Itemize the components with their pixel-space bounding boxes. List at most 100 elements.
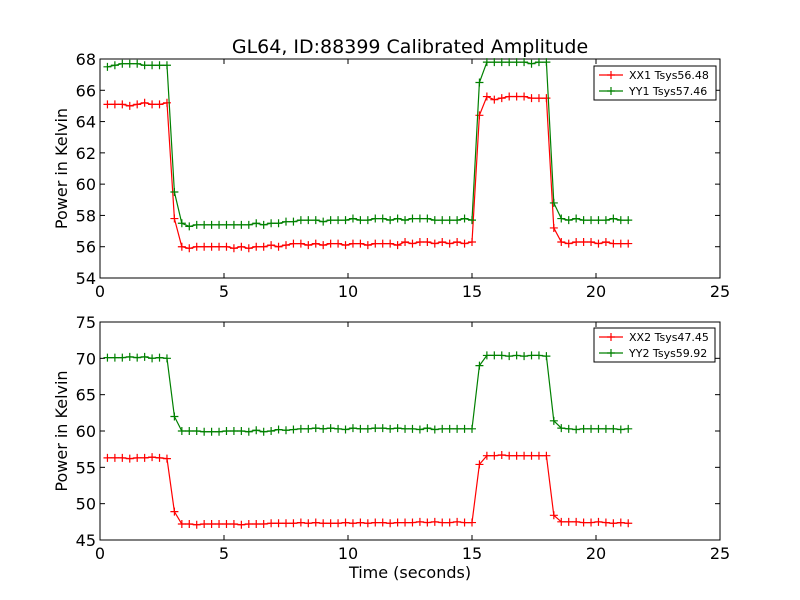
data-point xyxy=(140,453,149,462)
data-point xyxy=(572,517,581,526)
data-point xyxy=(601,216,610,225)
series-xx1 xyxy=(103,92,633,253)
series-xx2 xyxy=(103,450,633,529)
data-point xyxy=(505,451,514,460)
y-tick-label: 45 xyxy=(76,531,96,550)
data-point xyxy=(430,517,439,526)
data-point xyxy=(341,241,350,250)
y-tick-label: 62 xyxy=(76,144,96,163)
data-point xyxy=(125,454,134,463)
series-line xyxy=(107,95,629,249)
data-point xyxy=(267,241,276,250)
series-yy2 xyxy=(103,351,633,436)
data-point xyxy=(445,424,454,433)
data-point xyxy=(408,239,417,248)
data-point xyxy=(534,94,543,103)
data-point xyxy=(282,426,290,435)
data-point xyxy=(155,353,164,362)
data-point xyxy=(222,220,231,229)
data-point xyxy=(296,239,305,248)
data-point xyxy=(200,220,209,229)
data-point xyxy=(319,241,328,250)
data-point xyxy=(289,217,298,226)
data-point xyxy=(490,58,499,67)
data-point xyxy=(371,239,380,248)
data-point xyxy=(319,217,328,226)
data-point xyxy=(304,519,313,528)
data-point xyxy=(512,351,521,360)
data-point xyxy=(311,216,320,225)
data-point xyxy=(542,451,551,460)
data-point xyxy=(207,520,216,529)
data-point xyxy=(162,61,171,70)
data-point xyxy=(445,239,454,248)
data-point xyxy=(579,424,588,433)
data-point xyxy=(148,61,157,70)
data-point xyxy=(215,242,224,251)
data-point xyxy=(177,427,186,435)
data-point xyxy=(401,518,410,527)
data-point xyxy=(252,426,261,435)
data-point xyxy=(170,412,179,421)
x-tick-label: 5 xyxy=(219,544,229,563)
data-point xyxy=(155,100,164,109)
data-point xyxy=(601,518,610,527)
data-point xyxy=(415,425,424,434)
data-point xyxy=(460,239,469,248)
data-point xyxy=(460,214,469,223)
x-tick-label: 15 xyxy=(462,544,482,563)
data-point xyxy=(237,242,246,251)
data-point xyxy=(393,424,402,433)
data-point xyxy=(393,241,402,250)
data-point xyxy=(282,241,290,250)
data-point xyxy=(110,453,119,462)
data-point xyxy=(274,242,283,251)
data-point xyxy=(542,94,551,103)
data-point xyxy=(616,239,625,248)
data-point xyxy=(430,425,439,434)
data-point xyxy=(170,507,179,516)
data-point xyxy=(133,353,142,362)
data-point xyxy=(475,361,484,370)
data-point xyxy=(415,238,424,247)
data-point xyxy=(408,424,417,433)
data-point xyxy=(520,58,529,67)
data-point xyxy=(423,238,432,247)
data-point xyxy=(244,220,253,229)
data-point xyxy=(319,424,328,433)
data-point xyxy=(148,453,157,462)
data-point xyxy=(445,518,454,527)
data-point xyxy=(616,425,625,434)
data-point xyxy=(624,519,633,528)
data-point xyxy=(289,239,298,248)
data-point xyxy=(378,214,387,223)
data-point xyxy=(438,238,447,247)
data-point xyxy=(110,353,119,362)
data-point xyxy=(468,216,476,225)
data-point xyxy=(453,424,462,433)
legend-marker xyxy=(607,87,615,95)
data-point xyxy=(304,216,313,225)
data-point xyxy=(438,216,447,225)
data-point xyxy=(609,239,618,248)
data-point xyxy=(594,216,603,225)
x-axis-title: Time (seconds) xyxy=(348,563,471,582)
data-point xyxy=(505,92,514,101)
data-point xyxy=(326,239,335,248)
x-tick-label: 10 xyxy=(338,282,358,301)
data-point xyxy=(453,517,462,526)
data-point xyxy=(371,518,380,527)
y-tick-label: 60 xyxy=(76,175,96,194)
data-point xyxy=(549,223,558,232)
data-point xyxy=(177,219,186,228)
data-point xyxy=(497,58,506,67)
top-subplot: 0 5 10 15 20 25 54 56 58 60 62 64 66 68 Power in Kelvi… xyxy=(52,50,730,301)
data-point xyxy=(386,216,395,225)
data-point xyxy=(527,59,536,68)
data-point xyxy=(601,238,610,247)
data-point xyxy=(252,520,261,529)
data-point xyxy=(475,78,484,87)
data-point xyxy=(601,424,610,433)
data-point xyxy=(237,520,246,529)
data-point xyxy=(386,239,395,248)
